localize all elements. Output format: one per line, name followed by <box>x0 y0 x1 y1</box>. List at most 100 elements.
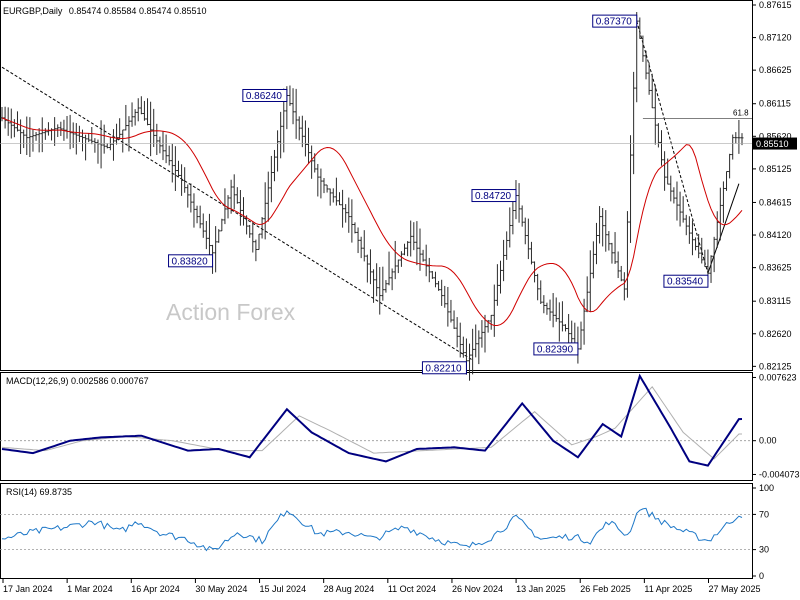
price-bar <box>164 134 168 164</box>
trendline <box>1 66 473 361</box>
price-bar <box>709 255 713 283</box>
price-bar <box>678 191 682 227</box>
price-bar <box>725 171 729 191</box>
x-tick-label: 15 Jul 2024 <box>260 584 307 594</box>
price-bar <box>489 314 493 330</box>
rsi-tick-label: 30 <box>759 545 769 555</box>
price-bar <box>334 177 338 206</box>
price-bar <box>269 155 273 203</box>
price-bar <box>440 279 444 306</box>
price-bar <box>579 321 583 350</box>
price-bar <box>297 116 301 141</box>
price-bar <box>610 242 614 264</box>
price-bar <box>430 270 434 279</box>
price-bar <box>84 134 88 161</box>
price-bar <box>263 182 267 240</box>
price-bar <box>118 118 122 140</box>
price-bar <box>663 151 667 191</box>
price-annotation: 0.87370 <box>592 14 638 28</box>
price-bar <box>214 226 218 273</box>
price-bar <box>681 196 685 223</box>
x-tick-label: 27 May 2025 <box>709 584 761 594</box>
price-bar <box>675 181 679 221</box>
price-bar <box>622 272 626 301</box>
rsi-tick-label: 0 <box>759 571 764 581</box>
price-bar <box>139 96 143 115</box>
price-annotation: 0.84720 <box>471 189 517 203</box>
price-bar <box>291 88 295 125</box>
rsi-pane-frame <box>0 483 753 579</box>
x-tick-label: 28 Aug 2024 <box>324 584 375 594</box>
price-bar <box>477 330 481 365</box>
watermark: Action Forex <box>166 299 296 325</box>
price-bar <box>545 302 549 315</box>
price-bar <box>594 222 598 265</box>
price-bar <box>666 158 670 185</box>
price-bar <box>511 200 515 235</box>
price-bar <box>613 232 617 264</box>
macd-pane-frame <box>0 372 753 481</box>
price-bar <box>22 129 26 149</box>
price-bar <box>87 133 91 143</box>
price-bar <box>378 267 382 315</box>
price-bar <box>564 324 568 332</box>
price-bar <box>152 108 156 147</box>
trendline <box>707 183 740 274</box>
price-bar <box>325 184 329 193</box>
price-bar <box>536 273 540 301</box>
price-bar <box>697 233 701 259</box>
main-pane-frame <box>0 0 753 371</box>
price-bar <box>396 259 400 274</box>
x-tick-label: 17 Jan 2024 <box>3 584 53 594</box>
price-bar <box>350 199 354 243</box>
price-bar <box>582 298 586 345</box>
price-bar <box>629 135 633 243</box>
x-tick-label: 30 May 2024 <box>195 584 247 594</box>
price-bar <box>502 239 506 282</box>
price-bar <box>124 104 128 131</box>
x-tick-label: 26 Feb 2025 <box>580 584 631 594</box>
price-bar <box>387 251 391 286</box>
price-bar <box>220 218 224 232</box>
price-bar <box>647 62 651 95</box>
ohlc-values: 0.85474 0.85584 0.85474 0.85510 <box>69 6 207 16</box>
price-annotation: 0.83540 <box>663 274 709 288</box>
price-bar <box>480 320 484 348</box>
price-bar <box>204 220 208 250</box>
price-bar <box>149 101 153 157</box>
symbol-name: EURGBP,Daily <box>3 6 63 16</box>
price-bar <box>319 168 323 199</box>
price-bar <box>455 317 459 348</box>
svg-text:0.86240: 0.86240 <box>246 91 283 102</box>
price-bar <box>155 123 159 155</box>
price-bar <box>25 116 29 156</box>
price-bar <box>604 210 608 252</box>
price-bar <box>9 108 13 139</box>
rsi-tick-label: 100 <box>759 483 774 493</box>
price-bar <box>737 119 741 154</box>
price-bar <box>619 265 623 282</box>
price-bar <box>495 264 499 306</box>
price-bar <box>158 136 162 154</box>
price-bar <box>300 115 304 148</box>
rsi-line <box>1 507 743 552</box>
price-bar <box>12 119 16 138</box>
price-bar <box>409 220 413 257</box>
price-bar <box>34 132 38 141</box>
price-bar <box>356 227 360 254</box>
y-tick-label: 0.86115 <box>759 99 791 109</box>
x-tick-label: 11 Apr 2025 <box>644 584 692 594</box>
price-bar <box>40 117 44 153</box>
svg-text:0.83540: 0.83540 <box>667 277 704 288</box>
price-bar <box>375 263 379 297</box>
price-annotation: 0.82210 <box>421 361 467 375</box>
price-bar <box>607 231 611 251</box>
price-bar <box>406 241 410 257</box>
price-bar <box>381 266 385 301</box>
price-bar <box>368 249 372 285</box>
svg-text:0.82390: 0.82390 <box>537 344 574 355</box>
price-bar <box>520 205 524 227</box>
price-bar <box>260 217 264 239</box>
price-bar <box>492 284 496 337</box>
